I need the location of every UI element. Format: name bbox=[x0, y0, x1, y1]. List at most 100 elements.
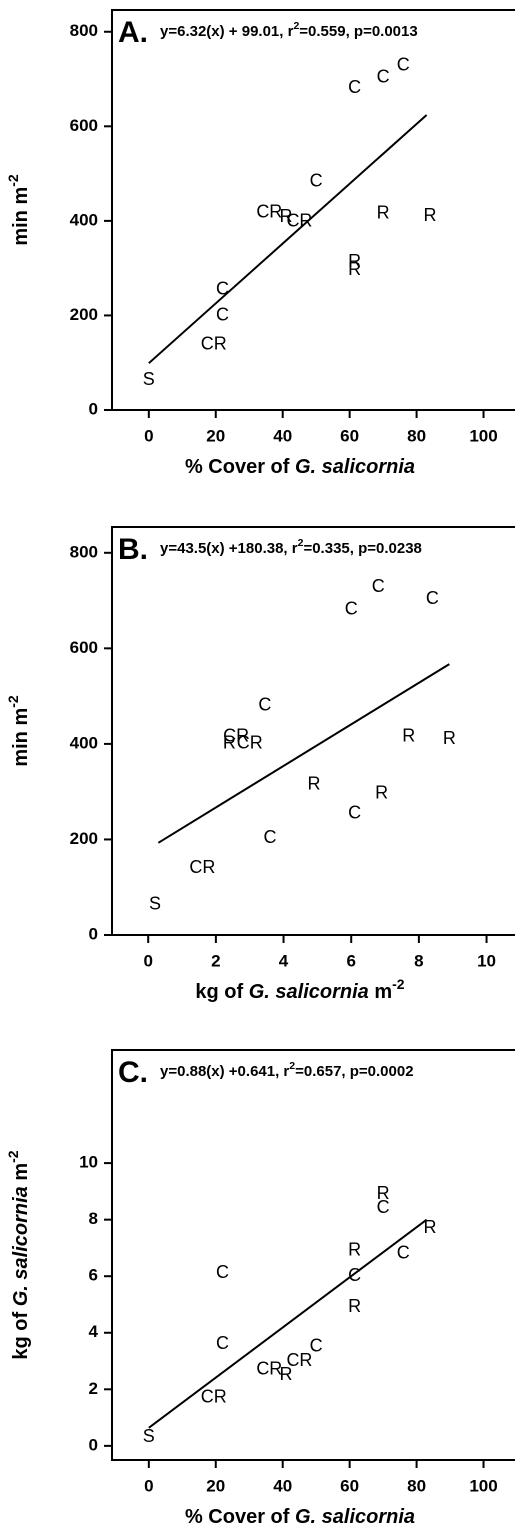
x-tick-label: 80 bbox=[407, 1476, 426, 1495]
label-part: kg of bbox=[195, 981, 248, 1003]
point-marker: C bbox=[345, 598, 358, 618]
y-tick-label: 4 bbox=[89, 1322, 99, 1341]
x-tick-label: 20 bbox=[206, 1476, 225, 1495]
y-tick-label: 2 bbox=[89, 1379, 98, 1398]
label-part: G. salicornia bbox=[295, 1506, 415, 1528]
label-part: y=0.88(x) +0.641, r bbox=[160, 1063, 289, 1080]
point-marker: R bbox=[443, 728, 456, 748]
x-tick-label: 40 bbox=[273, 1476, 292, 1495]
point-marker: C bbox=[216, 1333, 229, 1353]
point-marker: CR bbox=[256, 1358, 282, 1378]
label-part: m bbox=[369, 981, 392, 1003]
label-part: 2 bbox=[289, 1060, 295, 1072]
point-marker: C bbox=[216, 279, 229, 299]
point-marker: R bbox=[423, 205, 436, 225]
point-marker: R bbox=[280, 1364, 293, 1384]
point-marker: CR bbox=[237, 733, 263, 753]
y-tick-label: 600 bbox=[70, 638, 98, 657]
point-marker: R bbox=[348, 251, 361, 271]
point-marker: C bbox=[397, 1242, 410, 1262]
y-tick-label: 200 bbox=[70, 829, 98, 848]
equation: y=0.88(x) +0.641, r2=0.657, p=0.0002 bbox=[160, 1060, 414, 1080]
point-marker: C bbox=[348, 1265, 361, 1285]
x-tick-label: 6 bbox=[346, 951, 355, 970]
point-marker: R bbox=[307, 774, 320, 794]
y-tick-label: 8 bbox=[89, 1209, 98, 1228]
label-part: 2 bbox=[293, 20, 299, 32]
x-tick-label: 0 bbox=[144, 1476, 153, 1495]
point-marker: CR bbox=[256, 202, 282, 222]
equation: y=6.32(x) + 99.01, r2=0.559, p=0.0013 bbox=[160, 20, 418, 40]
point-marker: S bbox=[149, 894, 161, 914]
x-tick-label: 80 bbox=[407, 426, 426, 445]
label-part: % Cover of bbox=[185, 1506, 295, 1528]
y-axis-label: kg of G. salicornia m-2 bbox=[5, 1150, 33, 1359]
y-axis-label: min m-2 bbox=[5, 695, 33, 767]
y-tick-label: 600 bbox=[70, 116, 98, 135]
label-part: y=6.32(x) + 99.01, r bbox=[160, 23, 294, 40]
plot-frame bbox=[111, 526, 515, 936]
x-axis-label: % Cover of G. salicornia bbox=[185, 1506, 415, 1528]
plot-frame bbox=[111, 9, 515, 411]
y-tick-label: 400 bbox=[70, 733, 98, 752]
fit-line bbox=[148, 1218, 428, 1429]
label-part: 2 bbox=[298, 537, 304, 549]
point-marker: C bbox=[310, 170, 323, 190]
x-axis-label: kg of G. salicornia m-2 bbox=[195, 976, 404, 1004]
label-part: G. salicornia bbox=[249, 981, 369, 1003]
point-marker: S bbox=[143, 369, 155, 389]
label-part: min m bbox=[10, 187, 32, 246]
label-part: -2 bbox=[5, 174, 21, 187]
y-tick-label: 0 bbox=[89, 1435, 98, 1454]
label-part: min m bbox=[10, 708, 32, 767]
point-marker: CR bbox=[223, 725, 249, 745]
point-marker: C bbox=[372, 576, 385, 596]
point-marker: R bbox=[348, 1296, 361, 1316]
fit-line bbox=[148, 114, 428, 364]
point-marker: C bbox=[426, 588, 439, 608]
label-part: -2 bbox=[5, 1150, 21, 1163]
point-marker: R bbox=[348, 1240, 361, 1260]
point-marker: R bbox=[280, 206, 293, 226]
y-tick-label: 200 bbox=[70, 305, 98, 324]
point-marker: R bbox=[223, 733, 236, 753]
y-tick-label: 400 bbox=[70, 210, 98, 229]
point-marker: CR bbox=[201, 334, 227, 354]
y-axis-label: min m-2 bbox=[5, 174, 33, 246]
label-part: -2 bbox=[392, 976, 405, 992]
point-marker: C bbox=[216, 1262, 229, 1282]
equation: y=43.5(x) +180.38, r2=0.335, p=0.0238 bbox=[160, 537, 422, 557]
point-marker: CR bbox=[189, 857, 215, 877]
x-axis-label: % Cover of G. salicornia bbox=[185, 456, 415, 478]
point-marker: S bbox=[143, 1426, 155, 1446]
point-marker: C bbox=[310, 1336, 323, 1356]
point-marker: CR bbox=[286, 1350, 312, 1370]
label-part: % Cover of bbox=[185, 456, 295, 478]
y-tick-label: 800 bbox=[70, 21, 98, 40]
fit-line bbox=[157, 663, 450, 844]
x-tick-label: 60 bbox=[340, 1476, 359, 1495]
x-tick-label: 10 bbox=[477, 951, 496, 970]
point-marker: C bbox=[348, 77, 361, 97]
panel-label: A. bbox=[118, 16, 148, 49]
point-marker: R bbox=[377, 203, 390, 223]
x-tick-label: 8 bbox=[414, 951, 423, 970]
x-tick-label: 20 bbox=[206, 426, 225, 445]
x-tick-label: 0 bbox=[143, 951, 152, 970]
point-marker: C bbox=[377, 1197, 390, 1217]
x-tick-label: 0 bbox=[144, 426, 153, 445]
point-marker: R bbox=[348, 259, 361, 279]
point-marker: C bbox=[258, 694, 271, 714]
point-marker: R bbox=[402, 725, 415, 745]
point-marker: R bbox=[375, 782, 388, 802]
point-marker: R bbox=[377, 1183, 390, 1203]
label-part: G. salicornia bbox=[295, 456, 415, 478]
panel-label: B. bbox=[118, 533, 148, 566]
point-marker: C bbox=[377, 66, 390, 86]
point-marker: CR bbox=[286, 211, 312, 231]
label-part: =0.559, p=0.0013 bbox=[299, 23, 417, 40]
y-tick-label: 800 bbox=[70, 542, 98, 561]
label-part: G. salicornia bbox=[10, 1186, 32, 1306]
point-marker: C bbox=[216, 305, 229, 325]
